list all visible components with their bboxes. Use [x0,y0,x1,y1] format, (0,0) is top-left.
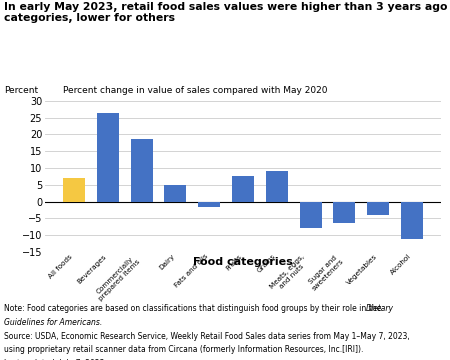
Bar [63,178,85,202]
Text: Percent: Percent [4,86,39,95]
Bar [198,202,220,207]
Text: Food categories: Food categories [193,257,293,267]
Bar [164,185,186,202]
Bar [130,139,153,202]
Bar [333,202,356,224]
Text: using proprietary retail scanner data from Circana (formerly Information Resourc: using proprietary retail scanner data fr… [4,345,364,354]
Text: Note: Food categories are based on classifications that distinguish food groups : Note: Food categories are based on class… [4,304,384,313]
Text: categories, lower for others: categories, lower for others [4,13,176,23]
Text: Guidelines for Americans.: Guidelines for Americans. [4,318,103,327]
Text: Dietary: Dietary [365,304,393,313]
Bar [97,113,119,202]
Text: Percent change in value of sales compared with May 2020: Percent change in value of sales compare… [63,86,328,95]
Bar [300,202,322,229]
Bar [401,202,423,239]
Text: Last updated: July 7, 2023.: Last updated: July 7, 2023. [4,359,108,360]
Bar [232,176,254,202]
Text: In early May 2023, retail food sales values were higher than 3 years ago for som: In early May 2023, retail food sales val… [4,2,450,12]
Text: Source: USDA, Economic Research Service, Weekly Retail Food Sales data series fr: Source: USDA, Economic Research Service,… [4,332,410,341]
Bar [266,171,288,202]
Bar [367,202,389,215]
